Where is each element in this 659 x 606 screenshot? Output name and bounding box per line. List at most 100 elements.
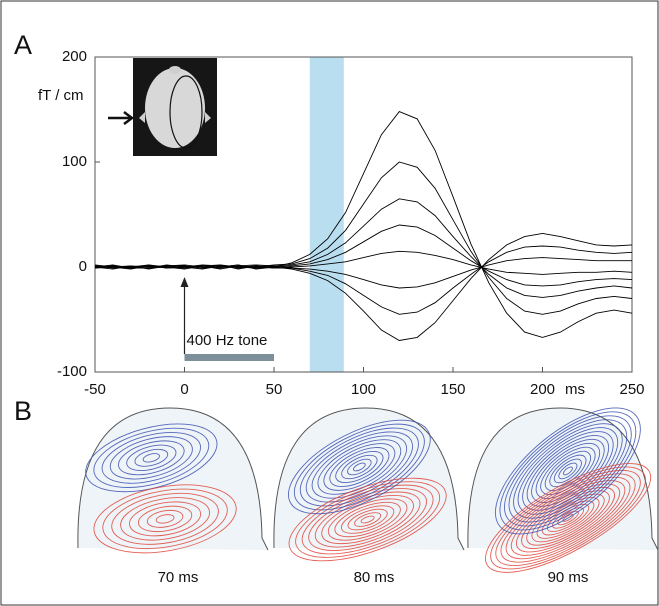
red-contour bbox=[531, 493, 605, 543]
nose bbox=[169, 66, 181, 74]
blue-contour bbox=[535, 442, 601, 499]
red-contour bbox=[360, 515, 375, 524]
red-contour bbox=[295, 481, 441, 558]
blue-contour bbox=[126, 444, 177, 471]
red-contour bbox=[129, 501, 202, 537]
red-contour bbox=[327, 498, 408, 541]
blue-contour bbox=[522, 431, 614, 511]
red-contour bbox=[102, 488, 228, 549]
blue-contour bbox=[558, 462, 578, 480]
red-contour bbox=[93, 484, 237, 554]
red-contour bbox=[308, 488, 428, 551]
red-contour bbox=[495, 469, 641, 567]
x-tick-label: 0 bbox=[180, 381, 188, 398]
red-contour bbox=[321, 494, 414, 545]
blue-contour bbox=[85, 423, 218, 493]
y-axis-label: fT / cm bbox=[38, 87, 84, 104]
red-contour bbox=[354, 512, 382, 527]
blue-contour bbox=[517, 427, 619, 515]
blue-contour bbox=[504, 415, 632, 527]
red-contour bbox=[536, 497, 600, 539]
stimulus-bar bbox=[184, 354, 274, 361]
red-contour bbox=[515, 483, 621, 553]
blue-contour bbox=[347, 458, 372, 476]
panel-label: B bbox=[14, 396, 32, 426]
inset-arrow bbox=[108, 111, 135, 125]
blue-contour bbox=[329, 447, 390, 487]
topo-map: 80 ms bbox=[273, 407, 465, 586]
red-contour bbox=[484, 463, 652, 573]
map-outline bbox=[273, 407, 465, 551]
panel-label: A bbox=[14, 30, 32, 60]
x-tick-label: 50 bbox=[266, 381, 283, 398]
blue-contour bbox=[562, 466, 573, 476]
trace bbox=[94, 198, 633, 298]
x-tick-label: -50 bbox=[84, 381, 106, 398]
red-contour bbox=[521, 486, 615, 550]
trace bbox=[94, 232, 633, 341]
red-contour bbox=[340, 505, 395, 534]
onset-arrowhead bbox=[180, 277, 189, 287]
blue-contour bbox=[513, 423, 623, 519]
blue-contour bbox=[531, 438, 605, 503]
blue-contour bbox=[508, 419, 628, 523]
blue-contour bbox=[109, 436, 193, 480]
blue-contour bbox=[101, 432, 202, 484]
y-tick-label: 0 bbox=[79, 258, 87, 275]
red-contour bbox=[490, 466, 646, 570]
head-inset bbox=[108, 58, 217, 156]
x-tick-label: 100 bbox=[351, 381, 376, 398]
blue-contour bbox=[341, 454, 378, 480]
blue-contour bbox=[335, 450, 384, 484]
red-contour bbox=[552, 507, 585, 529]
maps: 70 ms 80 ms 90 ms bbox=[77, 407, 659, 586]
red-contour bbox=[155, 514, 175, 524]
map-label: 90 ms bbox=[548, 569, 589, 586]
blue-contour bbox=[317, 439, 402, 495]
x-axis-unit: ms bbox=[565, 381, 585, 398]
x-tick-label: 200 bbox=[530, 381, 555, 398]
map-label: 70 ms bbox=[158, 569, 199, 586]
red-contour bbox=[314, 491, 421, 548]
blue-contour bbox=[93, 427, 210, 488]
trace bbox=[94, 245, 633, 315]
blue-contour bbox=[293, 423, 425, 511]
head bbox=[145, 68, 205, 148]
x-tick-label: 250 bbox=[619, 381, 644, 398]
trace bbox=[94, 224, 633, 287]
red-contour bbox=[288, 477, 447, 562]
y-tick-label: 100 bbox=[62, 153, 87, 170]
red-contour bbox=[510, 480, 626, 556]
blue-contour bbox=[287, 419, 431, 515]
blue-contour bbox=[353, 462, 366, 472]
blue-contour bbox=[323, 443, 396, 491]
red-contour bbox=[505, 476, 631, 560]
y-tick-label: 200 bbox=[62, 48, 87, 65]
red-contour bbox=[301, 484, 434, 555]
y-tick-label: -100 bbox=[57, 363, 87, 380]
blue-contour bbox=[142, 453, 160, 463]
highlight-band bbox=[309, 57, 344, 372]
red-contour bbox=[111, 492, 219, 545]
blue-contour bbox=[499, 411, 637, 531]
blue-contour bbox=[134, 448, 169, 467]
plot: -100 0 100 200 -50 0 50 100 150 200 250 400 Hz tone bbox=[57, 48, 645, 398]
red-contour bbox=[137, 505, 193, 533]
red-contour bbox=[500, 473, 636, 563]
x-tick-label: 150 bbox=[440, 381, 465, 398]
sensor-outline bbox=[169, 75, 203, 149]
blue-contour bbox=[553, 458, 582, 484]
blue-contour bbox=[118, 440, 185, 476]
blue-contour bbox=[526, 435, 610, 507]
red-contour bbox=[334, 501, 401, 538]
stimulus-label: 400 Hz tone bbox=[187, 332, 268, 349]
red-contour bbox=[120, 497, 210, 541]
map-label: 80 ms bbox=[354, 569, 395, 586]
trace bbox=[94, 111, 633, 338]
blue-contour bbox=[494, 407, 641, 535]
blue-contour bbox=[299, 427, 419, 507]
red-contour bbox=[347, 508, 388, 531]
red-contour bbox=[146, 509, 184, 528]
topo-map: 70 ms bbox=[77, 407, 269, 586]
